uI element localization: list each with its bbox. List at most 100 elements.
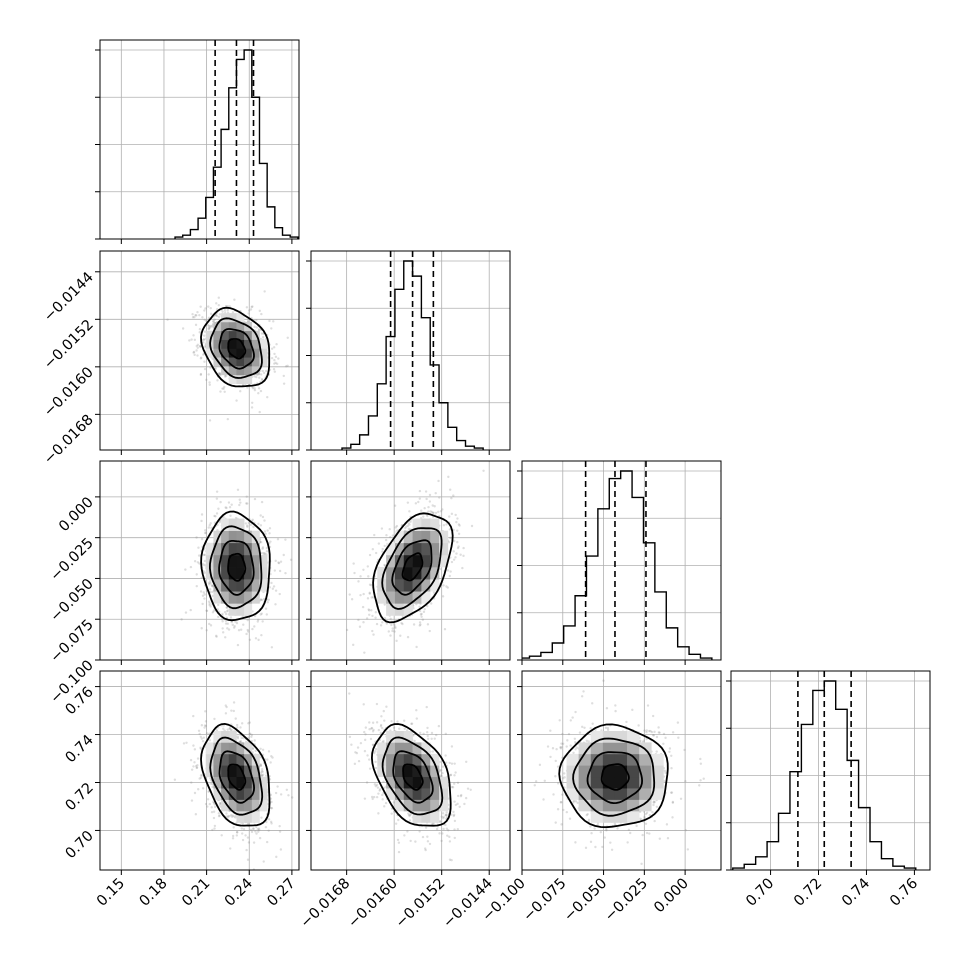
scatter-point xyxy=(231,311,235,314)
density-pixel xyxy=(251,530,260,544)
contour-2 xyxy=(209,736,264,816)
density-pixel xyxy=(251,811,260,823)
scatter-point xyxy=(251,751,254,754)
scatter-point xyxy=(383,563,386,567)
scatter-point xyxy=(245,306,249,309)
scatter-point xyxy=(459,553,462,556)
scatter-point xyxy=(377,542,381,545)
scatter-point xyxy=(384,801,388,805)
density-pixel xyxy=(244,374,253,385)
density-pixel xyxy=(244,799,253,812)
scatter-point xyxy=(233,298,236,301)
density-pixel xyxy=(228,357,237,367)
scatter-point xyxy=(263,519,266,522)
density-pixel xyxy=(386,603,396,616)
density-pixel xyxy=(244,788,253,800)
scatter-point xyxy=(420,509,423,512)
scatter-point xyxy=(482,469,485,472)
density-pixel xyxy=(386,591,396,604)
scatter-point xyxy=(205,629,208,632)
density-pixel xyxy=(221,348,230,358)
scatter-point xyxy=(207,327,210,330)
scatter-point xyxy=(209,522,212,525)
density-pixel xyxy=(259,357,268,367)
scatter-point xyxy=(268,319,271,323)
scatter-point xyxy=(248,732,252,735)
scatter-point xyxy=(241,832,244,835)
scatter-point xyxy=(353,762,357,766)
scatter-point xyxy=(208,419,212,422)
scatter-point xyxy=(242,623,245,626)
scatter-point xyxy=(393,504,397,507)
scatter-point xyxy=(195,584,198,588)
panel-frame xyxy=(99,460,300,661)
scatter-point xyxy=(203,571,206,574)
scatter-point xyxy=(173,778,177,781)
scatter-point xyxy=(389,634,392,637)
scatter-point xyxy=(425,497,428,501)
scatter-point xyxy=(196,561,200,564)
scatter-point xyxy=(428,493,432,497)
scatter-point xyxy=(261,547,264,550)
scatter-point xyxy=(260,768,264,771)
scatter-point xyxy=(246,630,250,633)
scatter-point xyxy=(222,727,225,730)
scatter-point xyxy=(193,353,196,357)
scatter-point xyxy=(203,367,207,371)
scatter-point xyxy=(192,334,195,337)
scatter-point xyxy=(207,328,211,331)
scatter-point xyxy=(452,813,456,817)
scatter-point xyxy=(366,597,370,600)
scatter-point xyxy=(261,551,264,555)
density-pixel xyxy=(430,518,440,531)
scatter-point xyxy=(372,728,375,732)
scatter-point xyxy=(208,588,212,591)
scatter-point xyxy=(381,550,384,553)
scatter-point xyxy=(437,510,440,514)
scatter-point xyxy=(422,515,425,518)
density-pixel xyxy=(430,567,440,580)
scatter-point xyxy=(456,546,460,550)
scatter-point xyxy=(251,401,254,404)
scatter-point xyxy=(443,627,447,631)
scatter-point xyxy=(184,568,187,571)
scatter-point xyxy=(456,517,459,520)
scatter-point xyxy=(363,651,366,654)
scatter-point xyxy=(195,314,198,317)
scatter-point xyxy=(418,497,422,500)
scatter-point xyxy=(255,319,258,322)
scatter-point xyxy=(222,387,225,390)
scatter-point xyxy=(431,504,434,507)
density-pixel xyxy=(228,374,237,385)
scatter-point xyxy=(359,593,362,597)
scatter-point xyxy=(224,636,227,639)
scatter-point xyxy=(277,561,281,565)
panel-frame xyxy=(310,460,511,661)
scatter-point xyxy=(234,620,237,623)
scatter-point xyxy=(204,529,207,532)
scatter-point xyxy=(362,592,365,596)
density-pixel xyxy=(412,554,422,568)
scatter-point xyxy=(201,787,205,790)
scatter-point xyxy=(197,729,201,732)
scatter-point xyxy=(362,568,365,571)
scatter-point xyxy=(265,550,269,553)
density-pixel xyxy=(244,330,253,340)
scatter-point xyxy=(234,816,237,819)
scatter-point xyxy=(201,739,205,743)
scatter-point xyxy=(220,618,224,621)
density-pixel xyxy=(236,765,245,778)
scatter-point xyxy=(213,805,217,809)
scatter-point xyxy=(199,774,203,777)
scatter-point xyxy=(221,310,224,313)
panel-2-2 xyxy=(517,460,722,665)
contour-0 xyxy=(227,552,247,582)
density-pixel xyxy=(236,518,245,531)
scatter-point xyxy=(249,828,253,831)
scatter-point xyxy=(213,514,216,518)
scatter-point xyxy=(199,746,202,749)
scatter-point xyxy=(448,858,452,861)
density-pixel xyxy=(213,339,222,349)
scatter-point xyxy=(432,511,435,514)
scatter-point xyxy=(226,305,229,308)
